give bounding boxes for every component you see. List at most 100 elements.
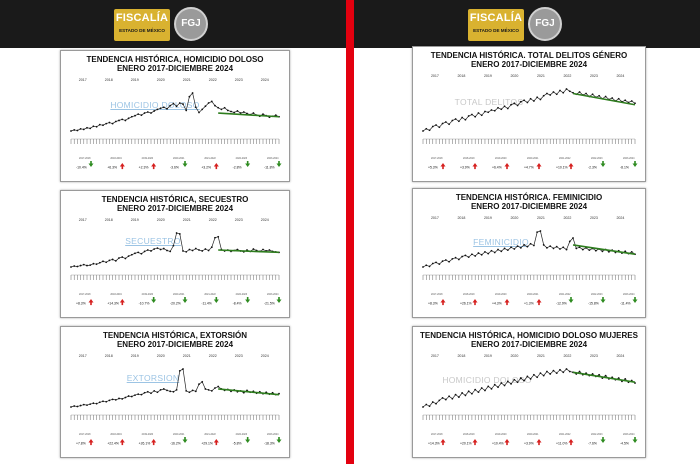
- data-point: [188, 95, 191, 98]
- down-arrow-icon: [276, 439, 282, 443]
- data-point: [572, 237, 574, 239]
- up-arrow-icon: [568, 163, 574, 167]
- logo-subtitle: ESTADO DE MÉXICO: [473, 28, 519, 33]
- data-point: [134, 252, 136, 255]
- year-label: 2021: [183, 218, 191, 222]
- data-point: [114, 259, 117, 262]
- right-panel: FISCALÍA ESTADO DE MÉXICO FGJ TENDENCIA …: [354, 0, 700, 464]
- up-arrow-icon: [88, 299, 94, 303]
- down-arrow-icon: [245, 163, 251, 167]
- data-point: [451, 119, 454, 122]
- arrow-stem: [246, 297, 249, 300]
- down-arrow-icon: [213, 299, 219, 303]
- data-point: [487, 385, 490, 388]
- change-value: -8.4%: [233, 302, 242, 306]
- year-label: 2024: [261, 78, 269, 82]
- data-point: [143, 250, 146, 253]
- data-point: [529, 97, 532, 100]
- year-label: 2023: [590, 354, 598, 358]
- data-point: [441, 397, 444, 399]
- data-point: [555, 245, 558, 248]
- data-point: [226, 109, 229, 112]
- change-caption: 2019-2020: [142, 293, 154, 296]
- data-point: [194, 247, 197, 250]
- change-caption: 2020-2021: [527, 157, 539, 160]
- data-point: [438, 263, 441, 265]
- year-label: 2021: [537, 354, 545, 358]
- change-value: +3.2%: [201, 166, 211, 170]
- chart-card-homicidio-doloso: TENDENCIA HISTÓRICA, HOMICIDIO DOLOSO EN…: [60, 50, 290, 182]
- data-point: [422, 406, 424, 408]
- arrow-stem: [634, 437, 636, 440]
- data-point: [76, 129, 79, 132]
- header-bar: FISCALÍA ESTADO DE MÉXICO FGJ: [354, 0, 700, 48]
- year-label: 2024: [261, 218, 269, 222]
- change-value: -18.3%: [264, 442, 275, 446]
- data-point: [578, 370, 581, 373]
- data-point: [150, 112, 152, 114]
- year-label: 2017: [431, 216, 439, 220]
- year-label: 2021: [183, 354, 191, 358]
- change-value: -15.8%: [588, 302, 599, 306]
- change-caption: 2020-2021: [527, 433, 539, 436]
- data-point: [425, 127, 428, 130]
- change-value: +7.8%: [76, 442, 86, 446]
- data-point: [79, 404, 82, 407]
- arrow-stem: [152, 442, 155, 446]
- chart-subtitle: ENERO 2017-DICIEMBRE 2024: [470, 340, 588, 349]
- chart-subtitle: ENERO 2017-DICIEMBRE 2024: [116, 204, 234, 213]
- data-point: [617, 97, 620, 100]
- chart-title: TENDENCIA HISTÓRICA, EXTORSIÓN: [102, 331, 247, 340]
- chart-title: TENDENCIA HISTÓRICA. FEMINICIDIO: [455, 193, 603, 202]
- down-arrow-icon: [245, 439, 251, 443]
- arrow-stem: [278, 161, 280, 164]
- data-point: [539, 98, 542, 101]
- data-point: [230, 110, 232, 113]
- data-point: [89, 403, 92, 406]
- data-point: [435, 124, 437, 126]
- change-caption: 2021-2022: [559, 157, 571, 160]
- data-point: [480, 253, 483, 256]
- data-point: [559, 368, 561, 371]
- change-value: -11.8%: [264, 166, 275, 170]
- data-point: [542, 374, 545, 377]
- data-point: [92, 125, 95, 128]
- data-point: [484, 389, 486, 392]
- change-value: +4.7%: [524, 166, 534, 170]
- change-caption: 2021-2022: [204, 157, 216, 160]
- data-point: [536, 376, 539, 379]
- data-point: [562, 91, 565, 94]
- change-value: -20.2%: [170, 302, 181, 306]
- data-point: [555, 372, 558, 375]
- data-point: [532, 100, 535, 102]
- data-point: [425, 403, 428, 406]
- data-point: [444, 259, 447, 261]
- data-point: [86, 264, 88, 267]
- data-point: [76, 265, 79, 268]
- chart-card-total-delitos-genero: TENDENCIA HISTÓRICA. TOTAL DELITOS GÉNER…: [412, 46, 646, 182]
- change-value: +14.3%: [107, 302, 119, 306]
- chart-title: TENDENCIA HISTÓRICA. TOTAL DELITOS GÉNER…: [430, 51, 628, 60]
- chart-watermark: HOMICIDIO DOLOSO: [110, 100, 200, 110]
- trend-line: [218, 112, 280, 118]
- up-arrow-icon: [440, 163, 446, 167]
- data-point: [536, 231, 539, 234]
- data-point: [95, 263, 98, 266]
- change-value: +6.4%: [492, 166, 502, 170]
- data-point: [73, 129, 76, 131]
- chart-card-homicidio-doloso-mujeres: TENDENCIA HISTÓRICA, HOMICIDIO DOLOSO MU…: [412, 326, 646, 458]
- data-point: [188, 391, 191, 394]
- data-point: [137, 113, 140, 116]
- data-point: [156, 391, 159, 394]
- data-point: [92, 402, 95, 405]
- year-label: 2021: [537, 74, 545, 78]
- data-point: [114, 120, 117, 123]
- data-point: [471, 113, 473, 116]
- data-point: [201, 108, 204, 111]
- arrow-stem: [215, 297, 218, 300]
- down-arrow-icon: [568, 299, 574, 303]
- change-caption: 2020-2021: [173, 293, 185, 296]
- data-point: [523, 379, 526, 382]
- data-point: [464, 254, 467, 257]
- change-caption: 2018-2019: [110, 293, 122, 296]
